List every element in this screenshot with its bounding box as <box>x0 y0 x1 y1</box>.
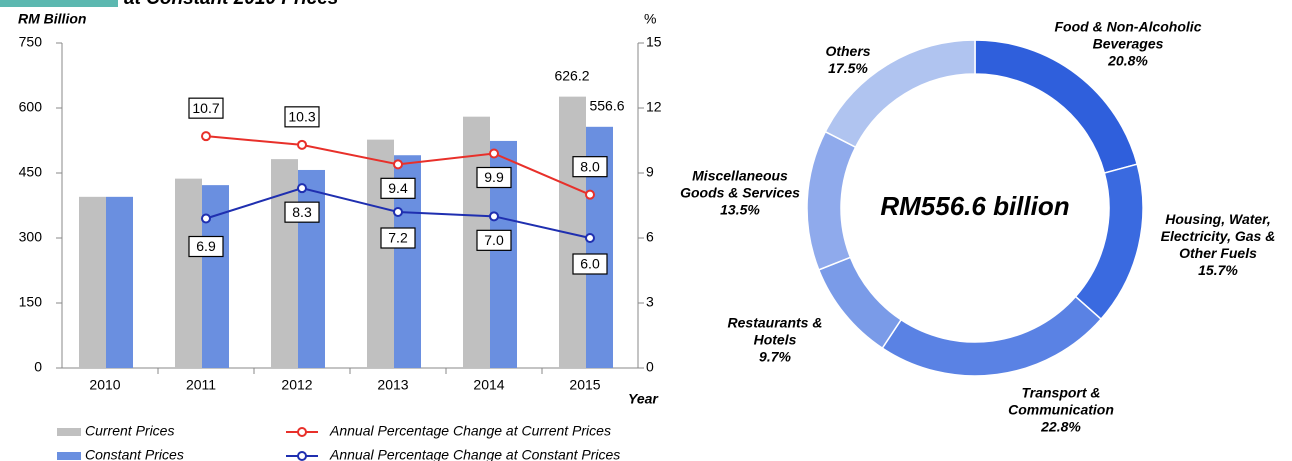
point-label: 9.4 <box>388 180 408 196</box>
slice-label: Miscellaneous Goods & Services 13.5% <box>675 168 805 219</box>
y2-axis-label: % <box>644 11 656 27</box>
label-box <box>284 106 320 128</box>
slice <box>824 39 976 149</box>
slice-label: Food & Non-Alcoholic Beverages 20.8% <box>1053 19 1203 70</box>
point <box>201 213 211 224</box>
bar <box>79 196 106 368</box>
x-tick-label: 2013 <box>377 377 408 393</box>
label-box <box>572 156 608 178</box>
slice-value: 22.8% <box>1041 418 1081 435</box>
point-label: 6.0 <box>580 256 600 272</box>
y2-tick-label: 6 <box>646 229 654 245</box>
slice-value: 9.7% <box>759 348 791 365</box>
label-box <box>476 166 512 189</box>
center-label: RM556.6 billion <box>880 191 1069 221</box>
point <box>201 131 211 142</box>
slice-value: 20.8% <box>1108 52 1148 69</box>
point <box>489 211 499 222</box>
slice-name: Transport & Communication <box>1008 384 1114 418</box>
slice-label: Restaurants & Hotels 9.7% <box>710 315 840 366</box>
slice-value: 15.7% <box>1198 262 1238 278</box>
point-label: 8.0 <box>580 158 600 174</box>
label-box <box>380 177 416 199</box>
point-label: 7.0 <box>484 232 504 248</box>
label-box <box>572 253 608 275</box>
label-box <box>380 227 416 249</box>
y2-tick-label: 15 <box>646 34 662 50</box>
point-label: 10.7 <box>192 100 219 116</box>
slice-name: Housing, Water, Electricity, Gas & Other… <box>1160 211 1276 261</box>
y-tick-label: 150 <box>19 294 43 310</box>
bar <box>367 139 394 368</box>
y2-tick-label: 3 <box>646 294 654 310</box>
slice-label: Housing, Water, Electricity, Gas & Other… <box>1143 211 1292 279</box>
y-tick-label: 600 <box>19 99 43 115</box>
point-label: 7.2 <box>388 230 408 246</box>
x-tick-label: 2012 <box>281 377 312 393</box>
point <box>489 148 499 159</box>
y-tick-label: 0 <box>34 359 42 375</box>
bar <box>106 196 133 368</box>
legend-label: Current Prices <box>85 423 174 439</box>
y-tick-label: 750 <box>19 34 43 50</box>
point-label: 6.9 <box>196 238 216 254</box>
label-box <box>476 229 512 251</box>
slice-value: 17.5% <box>828 60 868 76</box>
slice <box>806 130 857 271</box>
point <box>393 207 403 217</box>
slice-label: Others 17.5% <box>788 43 908 77</box>
point <box>297 139 307 150</box>
legend-label: Annual Percentage Change at Current Pric… <box>329 423 611 439</box>
legend-swatch <box>57 428 81 436</box>
y-axis-label: RM Billion <box>18 11 86 27</box>
slice-name: Others <box>825 43 871 59</box>
x-tick-label: 2014 <box>473 377 504 393</box>
slice-name: Miscellaneous Goods & Services <box>680 167 800 201</box>
point <box>585 233 595 243</box>
y-tick-label: 300 <box>19 229 43 245</box>
y2-tick-label: 0 <box>646 359 654 375</box>
bar-label: 626.2 <box>554 67 589 83</box>
legend-swatch <box>57 452 81 460</box>
bar-label: 556.6 <box>589 98 624 114</box>
y2-tick-label: 9 <box>646 164 654 180</box>
legend-point <box>297 451 307 461</box>
point <box>393 159 403 170</box>
point-label: 9.9 <box>484 169 504 185</box>
title-marker <box>0 0 118 7</box>
slice <box>881 295 1103 377</box>
point <box>585 189 595 200</box>
slice-value: 13.5% <box>720 201 760 218</box>
x-tick-label: 2015 <box>569 377 600 393</box>
point <box>297 183 307 194</box>
x-tick-label: 2011 <box>186 377 216 393</box>
label-box <box>284 201 320 223</box>
x-tick-label: 2010 <box>89 377 120 393</box>
point-label: 8.3 <box>292 204 312 220</box>
y2-tick-label: 12 <box>646 99 662 115</box>
point-label: 10.3 <box>288 109 315 125</box>
legend-label: Annual Percentage Change at Constant Pri… <box>329 447 620 461</box>
slice <box>1074 163 1144 321</box>
legend-point <box>297 427 307 437</box>
slice-label: Transport & Communication 22.8% <box>986 385 1136 436</box>
label-box <box>188 235 224 258</box>
label-box <box>188 97 224 119</box>
bar <box>298 169 325 368</box>
slice-name: Food & Non-Alcoholic Beverages <box>1054 18 1202 52</box>
slice-name: Restaurants & Hotels <box>727 314 823 348</box>
x-axis-label: Year <box>628 391 659 407</box>
y-tick-label: 450 <box>19 164 43 180</box>
chart-title: at Constant 2010 Prices <box>124 0 338 9</box>
legend-label: Constant Prices <box>85 447 184 461</box>
bar <box>175 178 202 368</box>
